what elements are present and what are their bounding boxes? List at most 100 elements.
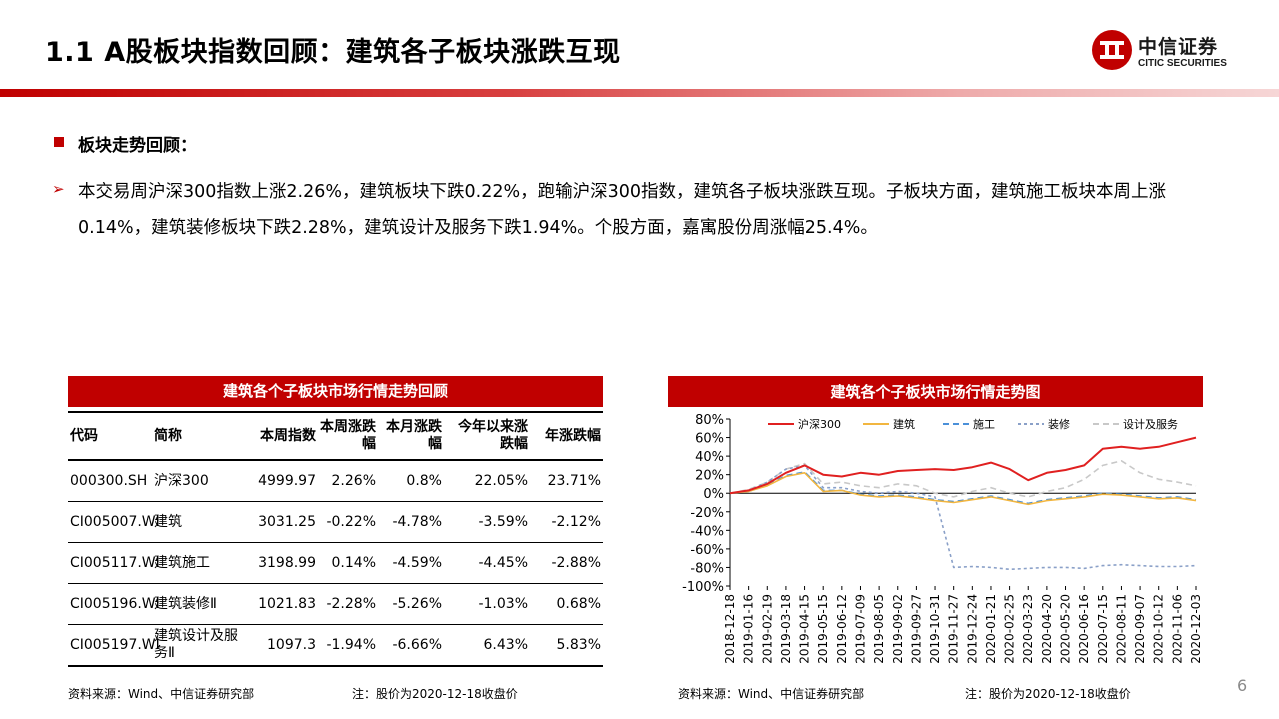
header-weekly-index: 本周指数 (260, 427, 316, 444)
cell-code: CI005007.WI (68, 501, 160, 543)
y-tick-label: 80% (695, 413, 724, 428)
cell-index: 1097.3 (244, 624, 318, 667)
cell-code: CI005117.WI (68, 542, 160, 584)
cell-code: CI005197.WI (68, 624, 160, 667)
cell-index: 1021.83 (244, 583, 318, 625)
header-weekly-change: 本周涨跌幅 (320, 419, 376, 452)
x-tick-label: 2019-04-15 (798, 594, 812, 664)
cell-annual: 23.71% (530, 460, 603, 502)
y-tick-label: 40% (695, 450, 724, 465)
cell-ytd: -4.45% (444, 542, 530, 584)
series-line (729, 436, 1197, 495)
y-tick-label: 0% (703, 487, 724, 502)
legend-label: 设计及服务 (1123, 418, 1178, 431)
cell-annual: -2.12% (530, 501, 603, 543)
cell-code: CI005196.WI (68, 583, 160, 625)
y-tick-label: -80% (690, 561, 724, 576)
series-line (729, 472, 1197, 506)
header-ytd-change: 今年以来涨跌幅 (458, 419, 528, 452)
table-source: 资料来源：Wind、中信证券研究部 (68, 687, 255, 701)
market-table: 代码 简称 本周指数 本周涨跌幅 本月涨跌幅 今年以来涨跌幅 年涨跌幅 0003… (68, 411, 603, 667)
x-tick-label: 2019-02-19 (760, 594, 774, 664)
table-row: CI005007.WI 建筑 3031.25 -0.22% -4.78% -3.… (68, 501, 603, 543)
chart-title: 建筑各个子板块市场行情走势图 (830, 383, 1040, 401)
cell-name: 建筑设计及服务Ⅱ (152, 624, 244, 667)
table-row: CI005117.WI 建筑施工 3198.99 0.14% -4.59% -4… (68, 542, 603, 584)
logo-text-cn: 中信证券 (1138, 36, 1219, 58)
x-tick-label: 2019-05-15 (816, 594, 830, 664)
page-title: 1.1 A股板块指数回顾：建筑各子板块涨跌互现 (45, 37, 621, 68)
x-tick-label: 2018-12-18 (723, 594, 737, 664)
table-title: 建筑各个子板块市场行情走势回顾 (68, 376, 603, 407)
cell-annual: 5.83% (530, 624, 603, 667)
x-tick-label: 2020-08-11 (1114, 594, 1128, 664)
cell-index: 3031.25 (244, 501, 318, 543)
header-code: 代码 (70, 427, 98, 444)
trend-chart: 建筑各个子板块市场行情走势图 80% 60% 40% 20% 0% -20% -40% -60%… (668, 376, 1203, 664)
x-tick-label: 2019-07-09 (853, 594, 867, 664)
legend-label: 沪深300 (798, 417, 841, 431)
cell-ytd: -3.59% (444, 501, 530, 543)
cell-ytd: 22.05% (444, 460, 530, 502)
legend-label: 建筑 (893, 417, 915, 431)
cell-ytd: -1.03% (444, 583, 530, 625)
table-header-row: 代码 简称 本周指数 本周涨跌幅 本月涨跌幅 今年以来涨跌幅 年涨跌幅 (68, 412, 603, 460)
logo-text-en: CITIC SECURITIES (1138, 58, 1227, 69)
cell-index: 3198.99 (244, 542, 318, 584)
x-tick-label: 2019-12-24 (965, 594, 979, 664)
cell-name: 建筑装修Ⅱ (152, 583, 244, 625)
header-annual-change: 年涨跌幅 (545, 427, 601, 444)
x-tick-label: 2020-03-23 (1021, 594, 1035, 664)
x-tick-label: 2019-09-02 (891, 594, 905, 664)
cell-code: 000300.SH (68, 460, 152, 502)
header-name: 简称 (154, 427, 182, 444)
x-tick-label: 2019-11-27 (947, 594, 961, 664)
cell-monthly: -4.78% (378, 501, 444, 543)
bullet-square-icon (54, 137, 64, 147)
x-tick-label: 2019-09-27 (909, 594, 923, 664)
chart-note: 注：股价为2020-12-18收盘价 (965, 687, 1131, 701)
cell-weekly: -2.28% (318, 583, 378, 625)
y-tick-label: -20% (690, 506, 724, 521)
summary-paragraph: 本交易周沪深300指数上涨2.26%，建筑板块下跌0.22%，跑输沪深300指数… (78, 182, 1166, 238)
legend-label: 施工 (973, 418, 995, 431)
chart-title-banner (668, 376, 1203, 407)
x-tick-label: 2020-10-12 (1152, 594, 1166, 664)
x-tick-label: 2020-05-20 (1059, 594, 1073, 664)
x-tick-label: 2019-08-05 (872, 594, 886, 664)
y-tick-label: 60% (695, 432, 724, 447)
cell-index: 4999.97 (244, 460, 318, 502)
x-tick-label: 2020-12-03 (1189, 594, 1203, 664)
table-row: CI005196.WI 建筑装修Ⅱ 1021.83 -2.28% -5.26% … (68, 583, 603, 625)
x-tick-label: 2020-02-25 (1003, 594, 1017, 664)
cell-weekly: -0.22% (318, 501, 378, 543)
trend-chart-panel: 建筑各个子板块市场行情走势图 80% 60% 40% 20% 0% -20% -40% -60%… (668, 376, 1203, 676)
page-number: 6 (1237, 676, 1248, 695)
citic-logo: 中信证券 CITIC SECURITIES (1090, 28, 1250, 78)
chart-source: 资料来源：Wind、中信证券研究部 (678, 687, 865, 701)
cell-annual: -2.88% (530, 542, 603, 584)
x-tick-label: 2020-01-21 (984, 594, 998, 664)
x-tick-label: 2020-07-15 (1096, 594, 1110, 664)
y-tick-label: 20% (695, 469, 724, 484)
legend-label: 装修 (1048, 417, 1070, 431)
section-heading: 板块走势回顾： (78, 136, 197, 156)
y-tick-label: -60% (690, 543, 724, 558)
cell-ytd: 6.43% (444, 624, 530, 667)
cell-weekly: 2.26% (318, 460, 378, 502)
market-table-panel: 建筑各个子板块市场行情走势回顾 代码 简称 本周指数 本周涨跌幅 本月涨跌幅 今… (68, 376, 603, 667)
x-tick-label: 2020-09-07 (1133, 594, 1147, 664)
x-tick-label: 2019-10-31 (928, 594, 942, 664)
x-tick-label: 2020-06-16 (1077, 594, 1091, 664)
cell-monthly: -6.66% (378, 624, 444, 667)
cell-monthly: -4.59% (378, 542, 444, 584)
table-row: 000300.SH 沪深300 4999.97 2.26% 0.8% 22.05… (68, 460, 603, 502)
cell-monthly: -5.26% (378, 583, 444, 625)
x-tick-label: 2019-01-16 (742, 594, 756, 664)
x-tick-label: 2019-03-18 (779, 594, 793, 664)
citic-emblem-icon (1092, 30, 1132, 70)
series-line (729, 464, 1197, 571)
cell-weekly: -1.94% (318, 624, 378, 667)
cell-annual: 0.68% (530, 583, 603, 625)
cell-name: 建筑 (152, 501, 244, 543)
